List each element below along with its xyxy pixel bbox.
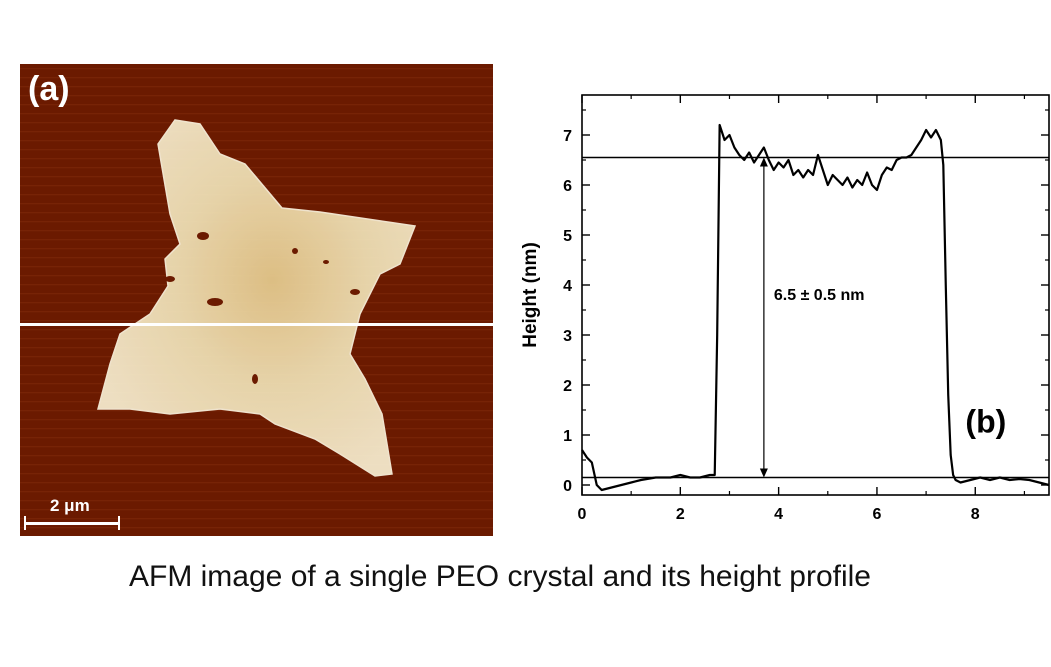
y-tick-label: 3 (563, 328, 572, 345)
x-tick-label: 0 (578, 506, 587, 520)
scale-bar-label: 2 μm (50, 496, 90, 515)
y-tick-label: 4 (563, 278, 572, 295)
y-tick-label: 1 (563, 428, 572, 445)
figure-caption: AFM image of a single PEO crystal and it… (128, 560, 871, 593)
y-tick-label: 0 (563, 478, 572, 495)
afm-image-graphic (20, 64, 493, 536)
height-arrow-head-top (759, 157, 768, 167)
y-axis-label: Height (nm) (520, 242, 541, 348)
x-tick-label: 8 (971, 506, 980, 520)
y-tick-label: 2 (563, 378, 572, 395)
height-profile-chart: 0246801234567Position (μm)Height (nm)6.5… (520, 94, 1050, 520)
height-annotation: 6.5 ± 0.5 nm (774, 287, 865, 304)
plot-frame (581, 94, 1050, 496)
afm-image: (a) 2 μm (20, 64, 493, 536)
y-tick-label: 7 (563, 128, 572, 145)
y-tick-label: 6 (563, 178, 572, 195)
height-arrow-head-bottom (759, 468, 768, 478)
x-tick-label: 2 (676, 506, 685, 520)
scale-bar-tick (24, 516, 26, 530)
x-tick-label: 6 (872, 506, 881, 520)
profile-line (20, 323, 493, 326)
scale-bar (24, 522, 120, 525)
panel-label-b: (b) (965, 404, 1006, 440)
panel-label-a: (a) (28, 70, 70, 108)
scale-bar-tick (118, 516, 120, 530)
y-tick-label: 5 (563, 228, 572, 245)
scan-overlay (20, 64, 493, 536)
height-profile-line (581, 123, 1050, 492)
x-tick-label: 4 (774, 506, 783, 520)
